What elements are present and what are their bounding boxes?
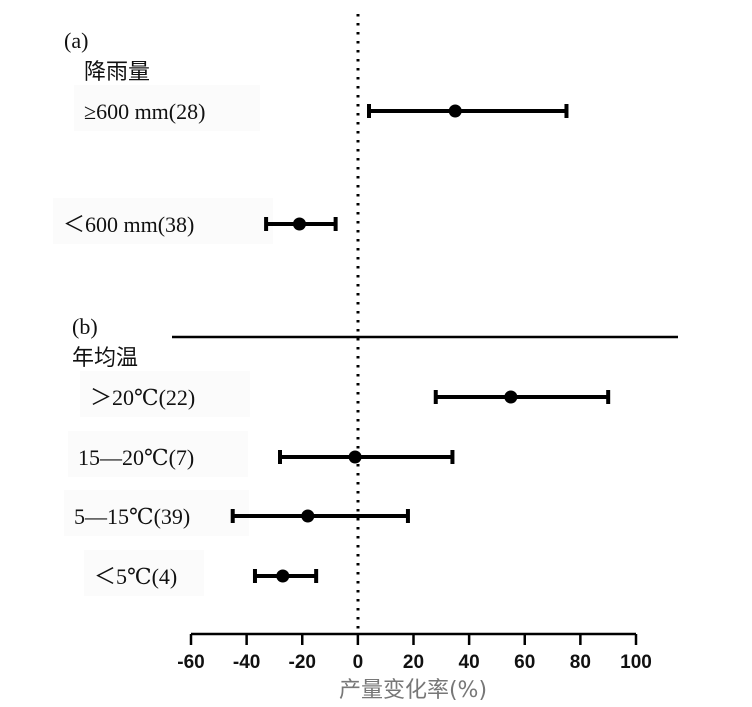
- x-tick-label: 60: [514, 652, 535, 673]
- x-tick-label: 20: [403, 652, 424, 673]
- x-tick-label: -40: [233, 652, 260, 673]
- effect-point: [448, 104, 462, 118]
- row-label-background: [64, 490, 249, 536]
- effect-point: [292, 217, 306, 231]
- row-label-background: [74, 85, 260, 131]
- panel-a-group-label: 降雨量: [84, 59, 150, 84]
- x-tick-label: 100: [620, 652, 652, 673]
- row-label: ＜5℃(4): [94, 564, 177, 589]
- effect-point: [504, 390, 518, 404]
- label-backgrounds: [53, 85, 273, 596]
- x-axis-title: 产量变化率(%): [339, 678, 487, 703]
- x-tick-label: 40: [459, 652, 480, 673]
- row-label: ＜600 mm(38): [63, 212, 194, 237]
- x-tick-label: -20: [289, 652, 316, 673]
- x-axis: -60 -40 -20 0 20 40 60 80 100: [177, 632, 652, 673]
- effect-point: [276, 569, 290, 583]
- panel-b-group-label: 年均温: [72, 345, 138, 370]
- x-tick-label: 80: [570, 652, 591, 673]
- effect-point: [301, 509, 315, 523]
- row-label: ≥600 mm(28): [84, 99, 205, 124]
- panel-b-tag: (b): [72, 314, 98, 339]
- row-label: ＞20℃(22): [90, 385, 195, 410]
- panel-a-tag: (a): [64, 28, 88, 53]
- row-label-background: [53, 198, 273, 244]
- row-label-background: [80, 371, 250, 417]
- row-label-background: [84, 550, 204, 596]
- effect-point: [348, 450, 362, 464]
- x-tick-label: -60: [177, 652, 204, 673]
- x-tick-label: 0: [353, 652, 364, 673]
- forest-rows: ≥600 mm(28) ＜600 mm(38) ＞20℃(22) 15—20℃(7) 5…: [63, 99, 611, 589]
- row-label: 5—15℃(39): [74, 504, 190, 529]
- row-label-background: [68, 431, 248, 477]
- row-label: 15—20℃(7): [78, 445, 194, 470]
